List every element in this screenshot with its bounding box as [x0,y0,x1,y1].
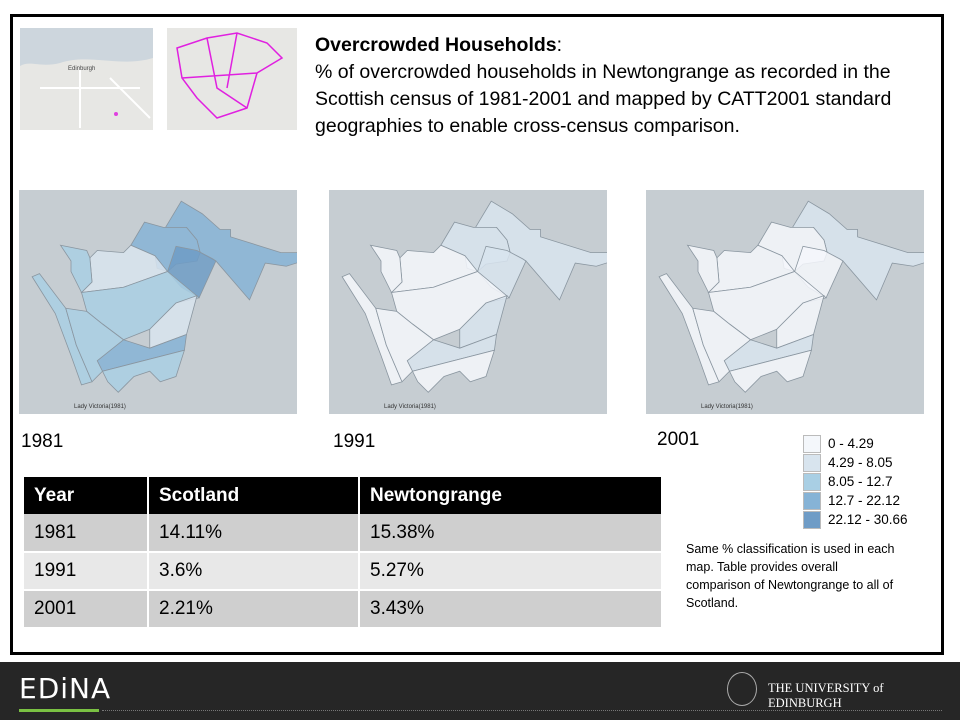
census-area [65,307,186,393]
legend-item: 12.7 - 22.12 [803,491,908,510]
university-crest-icon [727,672,757,706]
comparison-table: Year Scotland Newtongrange 1981 14.11% 15.38… [24,477,663,629]
classification-note: Same % classification is used in each ma… [686,542,895,610]
legend-item: 22.12 - 30.66 [803,510,908,529]
map-1981: Lady Victoria(1981) [19,190,304,414]
legend-swatch [803,434,821,453]
city-label: Edinburgh [68,66,95,72]
edina-logo: EDiNA [19,672,112,705]
table-row: 2001 2.21% 3.43% [24,590,663,629]
legend-swatch [803,510,821,529]
accent-bar [19,709,99,712]
census-area [59,244,93,294]
census-area [776,295,825,349]
legend-item: 8.05 - 12.7 [803,472,908,491]
map-place-label: Lady Victoria(1981) [384,404,436,410]
newtongrange-boundaries-map [167,28,297,130]
map-place-label: Lady Victoria(1981) [74,404,126,410]
census-area [369,244,403,294]
footer: EDiNA THE UNIVERSITY of EDINBURGH [0,662,960,720]
year-label-1981: 1981 [21,431,64,452]
map-2001: Lady Victoria(1981) [646,190,931,414]
table-row: 1981 14.11% 15.38% [24,514,663,553]
year-label-2001: 2001 [657,429,700,450]
legend-swatch [803,472,821,491]
year-label-1991: 1991 [333,431,376,452]
legend-swatch [803,453,821,472]
map-place-label: Lady Victoria(1981) [701,404,753,410]
map-legend: 0 - 4.29 4.29 - 8.05 8.05 - 12.7 12.7 - 22.… [803,434,908,529]
legend-label: 8.05 - 12.7 [828,474,893,489]
legend-swatch [803,491,821,510]
census-area [686,244,720,294]
census-area [149,295,198,349]
legend-label: 12.7 - 22.12 [828,493,901,508]
table-row: 1991 3.6% 5.27% [24,552,663,591]
census-area [692,307,813,393]
footer-divider [102,710,942,711]
table-header: Year Scotland Newtongrange [24,477,663,514]
edinburgh-overview-map: Edinburgh [20,28,153,130]
university-name: THE UNIVERSITY of EDINBURGH [768,681,884,710]
legend-label: 4.29 - 8.05 [828,455,893,470]
legend-label: 0 - 4.29 [828,436,874,451]
legend-item: 4.29 - 8.05 [803,453,908,472]
map-1991: Lady Victoria(1981) [329,190,614,414]
slide-title: Overcrowded Households:% of overcrowded … [315,34,892,137]
legend-label: 22.12 - 30.66 [828,512,908,527]
census-area [375,307,496,393]
census-area [459,295,508,349]
legend-item: 0 - 4.29 [803,434,908,453]
